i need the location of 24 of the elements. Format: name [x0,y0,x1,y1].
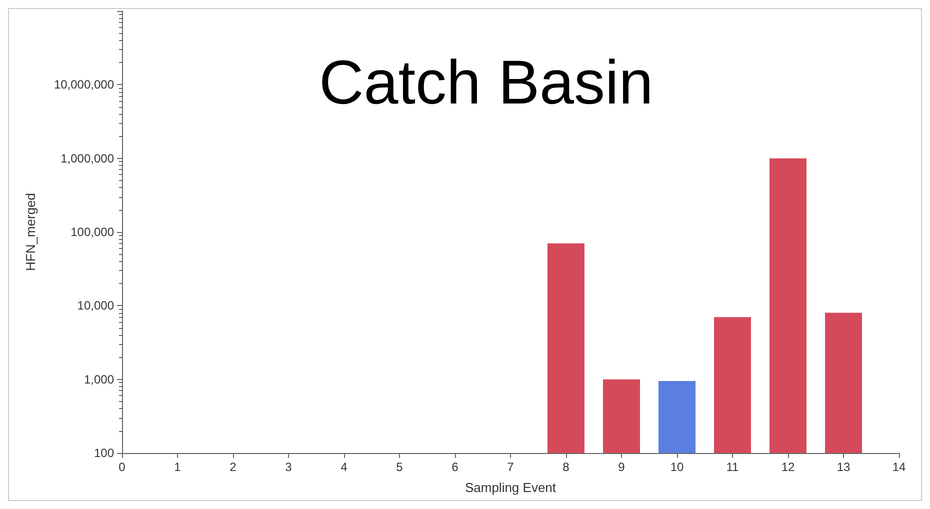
y-axis-title: HFN_merged [23,192,38,272]
y-tick-label: 100,000 [70,225,114,239]
x-tick-label: 14 [892,460,906,474]
text: Catch Basin [319,48,654,118]
x-tick-label: 6 [452,460,459,474]
y-tick-label: 10,000 [77,298,114,313]
x-tick-label: 10 [670,460,684,474]
x-tick-label: 8 [562,460,570,474]
x-tick-label: 12 [781,460,795,474]
x-tick-label: 5 [396,460,404,474]
x-tick-label: 1 [174,460,182,474]
x-tick-label: 4 [340,460,348,474]
y-tick-label: 100 [94,446,114,460]
x-tick-label: 11 [726,460,740,474]
x-tick-label: 2 [230,460,237,474]
y-tick-label: 10,000,000 [54,78,114,92]
y-tick-label: 1,000,000 [60,151,114,166]
x-tick-label: 3 [285,460,292,474]
x-axis-title: Sampling Event [464,480,556,495]
x-tick-label: 0 [118,460,126,474]
y-tick-label: 1,000 [84,372,114,386]
x-tick-label: 7 [507,460,514,474]
x-tick-label: 13 [836,460,850,474]
x-tick-label: 9 [618,460,626,474]
